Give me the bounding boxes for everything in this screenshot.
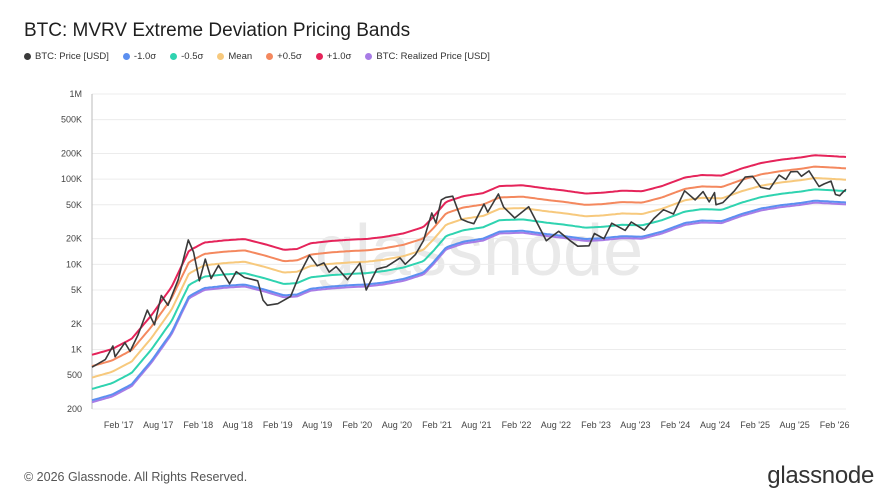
series-line--1-0- — [91, 154, 847, 356]
legend-label: -0.5σ — [181, 51, 204, 62]
legend-dot-icon — [24, 53, 31, 60]
x-tick-label: Feb '23 — [581, 420, 611, 430]
x-tick-label: Aug '25 — [779, 420, 809, 430]
x-tick-label: Aug '24 — [700, 420, 730, 430]
x-tick-label: Feb '21 — [422, 420, 452, 430]
legend-dot-icon — [315, 53, 323, 60]
legend-dot-icon — [122, 53, 130, 60]
x-tick-label: Feb '20 — [342, 420, 372, 430]
legend-label: -1.0σ — [133, 51, 157, 62]
series-line--1-0- — [91, 199, 847, 402]
legend-item[interactable]: +1.0σ — [315, 51, 352, 62]
x-tick-label: Feb '19 — [263, 420, 293, 430]
y-tick-label: 500K — [61, 115, 82, 125]
x-tick-label: Aug '18 — [223, 420, 253, 430]
x-tick-label: Feb '18 — [183, 420, 213, 430]
legend-item[interactable]: BTC: Price [USD] — [24, 51, 109, 62]
legend-item[interactable]: Mean — [217, 51, 252, 62]
x-tick-label: Feb '22 — [502, 420, 532, 430]
x-tick-label: Feb '17 — [104, 420, 134, 430]
y-tick-label: 2K — [71, 319, 82, 329]
x-tick-label: Aug '22 — [541, 420, 571, 430]
chart-area[interactable]: glassnode1M500K200K100K50K20K10K5K2K1K50… — [0, 0, 896, 460]
legend-label: +1.0σ — [326, 51, 352, 62]
legend-label: Mean — [228, 51, 253, 62]
series-line--0-5- — [91, 165, 847, 368]
series-line-mean — [91, 177, 847, 379]
series-line--0-5- — [91, 188, 847, 390]
y-tick-label: 500 — [67, 370, 82, 380]
y-tick-label: 200K — [61, 149, 82, 159]
x-tick-label: Aug '17 — [143, 420, 173, 430]
x-tick-label: Feb '25 — [740, 420, 770, 430]
x-tick-label: Aug '23 — [620, 420, 650, 430]
y-tick-label: 20K — [66, 234, 82, 244]
x-tick-label: Aug '20 — [382, 420, 412, 430]
x-tick-label: Aug '19 — [302, 420, 332, 430]
x-tick-label: Feb '24 — [661, 420, 691, 430]
legend-item[interactable]: -0.5σ — [170, 51, 203, 62]
y-tick-label: 200 — [67, 404, 82, 414]
legend-item[interactable]: BTC: Realized Price [USD] — [365, 51, 490, 62]
y-tick-label: 50K — [66, 200, 82, 210]
y-tick-label: 100K — [61, 174, 82, 184]
legend: BTC: Price [USD] -1.0σ -0.5σ Mean +0.5σ +1.0σ… — [24, 51, 490, 62]
x-tick-label: Feb '26 — [820, 420, 850, 430]
chart-title: BTC: MVRV Extreme Deviation Pricing Band… — [24, 20, 411, 41]
glassnode-logo: glassnode — [767, 462, 874, 489]
legend-item[interactable]: +0.5σ — [266, 51, 302, 62]
legend-dot-icon — [266, 53, 274, 60]
series-line-btc-realized-price-usd- — [91, 201, 847, 404]
legend-label: +0.5σ — [277, 51, 302, 62]
legend-label: BTC: Price [USD] — [35, 51, 109, 62]
copyright-footer: © 2026 Glassnode. All Rights Reserved. — [24, 470, 248, 484]
x-tick-label: Aug '21 — [461, 420, 491, 430]
legend-dot-icon — [365, 53, 373, 60]
y-tick-label: 10K — [66, 259, 82, 269]
y-tick-label: 5K — [71, 285, 82, 295]
y-tick-label: 1K — [71, 344, 82, 354]
series-line-btc-price — [91, 170, 847, 368]
legend-label: BTC: Realized Price [USD] — [376, 51, 490, 62]
legend-dot-icon — [217, 53, 225, 60]
legend-dot-icon — [170, 53, 178, 60]
y-tick-label: 1M — [69, 89, 82, 99]
legend-item[interactable]: -1.0σ — [122, 51, 157, 62]
